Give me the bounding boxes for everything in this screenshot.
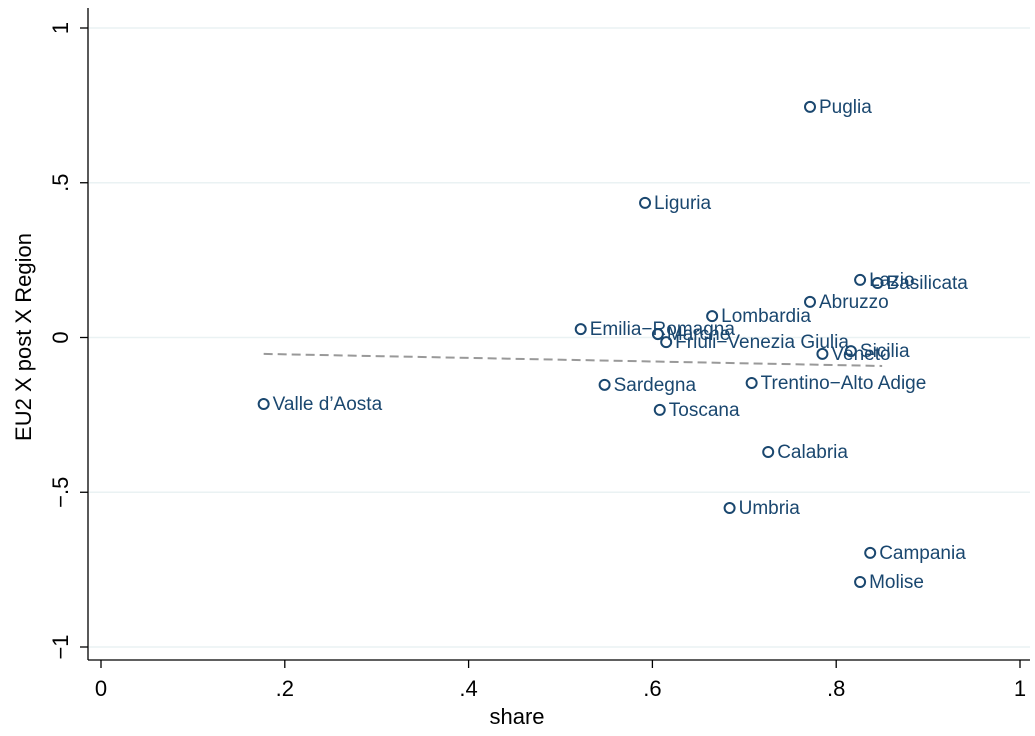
x-tick-label: .8: [827, 676, 845, 701]
point: [804, 100, 817, 113]
y-tick-label: 0: [48, 331, 73, 343]
point: [598, 378, 611, 391]
point-label: Toscana: [669, 400, 740, 421]
point: [762, 446, 775, 459]
point-label: Emilia−Romagna: [590, 319, 736, 340]
point: [816, 347, 829, 360]
point-label: Liguria: [654, 193, 711, 214]
point-label: Valle d’Aosta: [273, 394, 383, 415]
point: [653, 403, 666, 416]
point: [745, 376, 758, 389]
point-label: Marche: [667, 324, 730, 345]
point: [864, 546, 877, 559]
fit-line: [263, 352, 883, 367]
y-tick-label: .5: [48, 174, 73, 192]
point: [651, 328, 664, 341]
point: [871, 277, 884, 290]
point: [639, 196, 652, 209]
point: [257, 398, 270, 411]
point-label: Umbria: [739, 498, 801, 519]
point-label: Sardegna: [614, 375, 697, 396]
point-label: Sicilia: [860, 341, 910, 362]
x-tick-label: 0: [95, 676, 107, 701]
point: [854, 273, 867, 286]
x-tick-label: .6: [643, 676, 661, 701]
y-tick-label: 1: [48, 22, 73, 34]
point: [706, 310, 719, 323]
point: [723, 502, 736, 515]
point-label: Abruzzo: [819, 292, 889, 313]
point: [574, 323, 587, 336]
y-axis-title: EU2 X post X Region: [11, 233, 36, 441]
x-tick-label: 1: [1014, 676, 1026, 701]
point: [804, 295, 817, 308]
point-label: Lazio: [869, 270, 914, 291]
point-label: Puglia: [819, 97, 872, 118]
y-tick-label: −.5: [48, 477, 73, 508]
x-tick-label: .4: [459, 676, 477, 701]
point-label: Lombardia: [721, 306, 811, 327]
x-axis-title: share: [489, 704, 544, 729]
point-label: Molise: [869, 572, 924, 593]
point: [660, 336, 673, 349]
point: [844, 345, 857, 358]
y-tick-label: −1: [48, 634, 73, 659]
x-tick-label: .2: [276, 676, 294, 701]
point-label: Friuli−Venezia Giulia: [675, 332, 849, 353]
point: [854, 576, 867, 589]
point-label: Basilicata: [887, 273, 969, 294]
point-label: Campania: [879, 543, 966, 564]
point-label: Calabria: [777, 442, 848, 463]
point-label: Trentino−Alto Adige: [761, 373, 927, 394]
